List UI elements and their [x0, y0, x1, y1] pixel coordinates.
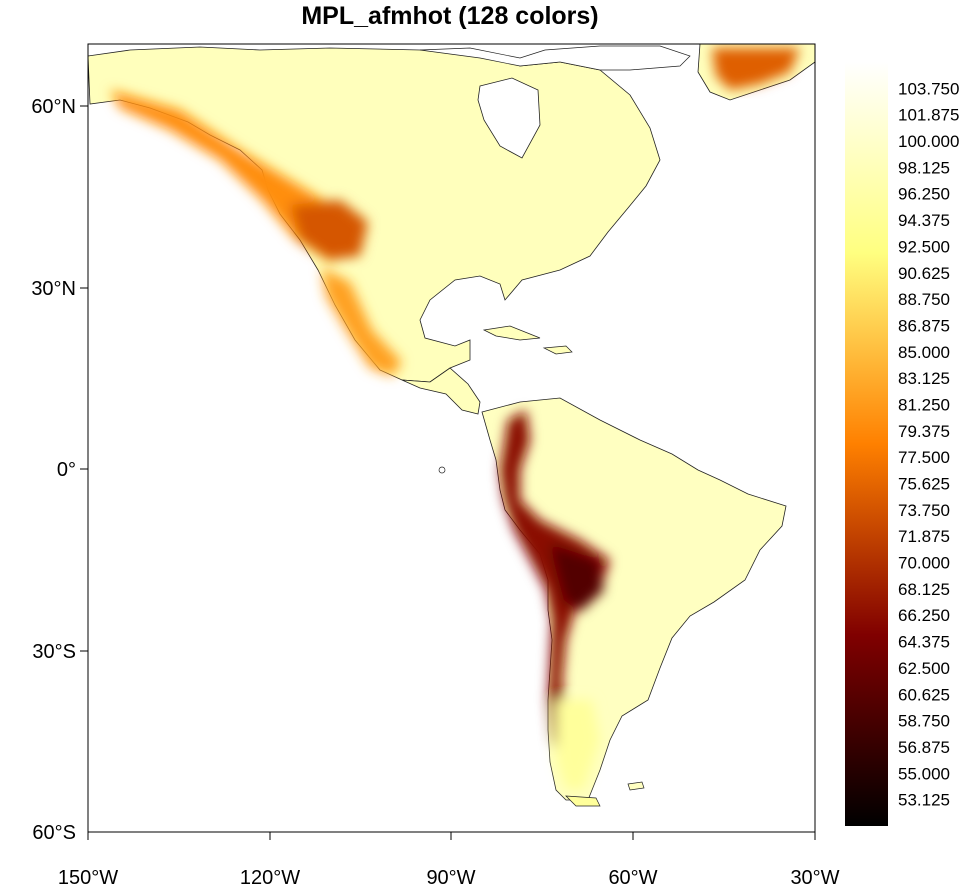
colorbar-label: 77.500	[898, 448, 950, 467]
hispaniola	[542, 345, 573, 355]
colorbar-label: 56.875	[898, 738, 950, 757]
colorbar-label: 73.750	[898, 501, 950, 520]
arctic-islands	[419, 45, 691, 71]
colorbar-label: 58.750	[898, 712, 950, 731]
colorbar-label: 92.500	[898, 237, 950, 256]
colorbar-label: 94.375	[898, 211, 950, 230]
x-tick-label: 30°W	[790, 867, 839, 888]
south-america	[481, 397, 787, 801]
map-plot-area	[88, 44, 815, 807]
colorbar-label: 100.000	[898, 132, 959, 151]
colorbar-label: 103.750	[898, 79, 959, 98]
sierra-madre	[322, 268, 402, 376]
colorbar-label: 81.250	[898, 396, 950, 415]
colorbar-label: 64.375	[898, 633, 950, 652]
x-axis: 150°W 120°W 90°W 60°W 30°W	[58, 832, 840, 888]
x-tick-label: 90°W	[426, 867, 475, 888]
colorbar-label: 71.875	[898, 527, 950, 546]
andes-range	[500, 410, 610, 790]
colorbar-label: 88.750	[898, 290, 950, 309]
y-tick-label: 30°S	[32, 641, 76, 663]
falkland-islands	[627, 781, 645, 791]
north-america	[88, 46, 661, 383]
greenland-icecap	[712, 48, 800, 90]
y-axis: 60°N 30°N 0° 30°S 60°S	[31, 96, 88, 844]
tierra-del-fuego	[565, 795, 601, 807]
andes	[500, 410, 610, 760]
north-america-highlands	[110, 90, 402, 376]
colorbar-label: 79.375	[898, 422, 950, 441]
central-america	[401, 367, 481, 415]
colorbar-label: 53.125	[898, 791, 950, 810]
map-title: MPL_afmhot (128 colors)	[301, 2, 599, 30]
x-tick-label: 60°W	[608, 867, 657, 888]
y-tick-label: 60°S	[32, 822, 76, 844]
colorbar-label: 96.250	[898, 185, 950, 204]
colorbar-label: 85.000	[898, 343, 950, 362]
colorbar-label: 66.250	[898, 606, 950, 625]
colorbar-label: 86.875	[898, 316, 950, 335]
hudson-bay	[477, 77, 541, 159]
colorbar-label: 98.125	[898, 158, 950, 177]
y-tick-label: 0°	[57, 459, 76, 481]
galapagos-islands	[438, 466, 446, 474]
colorbar-label: 60.625	[898, 685, 950, 704]
colorbar-label: 75.625	[898, 475, 950, 494]
patagonia	[556, 700, 600, 790]
x-tick-label: 150°W	[58, 867, 118, 888]
colorbar-label: 55.000	[898, 764, 950, 783]
colorbar	[845, 62, 888, 826]
x-tick-label: 120°W	[240, 867, 300, 888]
colorbar-label: 101.875	[898, 106, 959, 125]
colorbar-label: 68.125	[898, 580, 950, 599]
colorado-plateau	[290, 200, 368, 260]
colorbar-labels: 103.750 101.875 100.000 98.125 96.250 94.375 9…	[898, 79, 959, 809]
colorbar-label: 70.000	[898, 554, 950, 573]
cuba	[482, 325, 541, 341]
y-tick-label: 60°N	[31, 96, 76, 118]
y-tick-label: 30°N	[31, 278, 76, 300]
colorbar-label: 62.500	[898, 659, 950, 678]
colorbar-label: 90.625	[898, 264, 950, 283]
colorbar-label: 83.125	[898, 369, 950, 388]
altiplano	[550, 544, 604, 612]
